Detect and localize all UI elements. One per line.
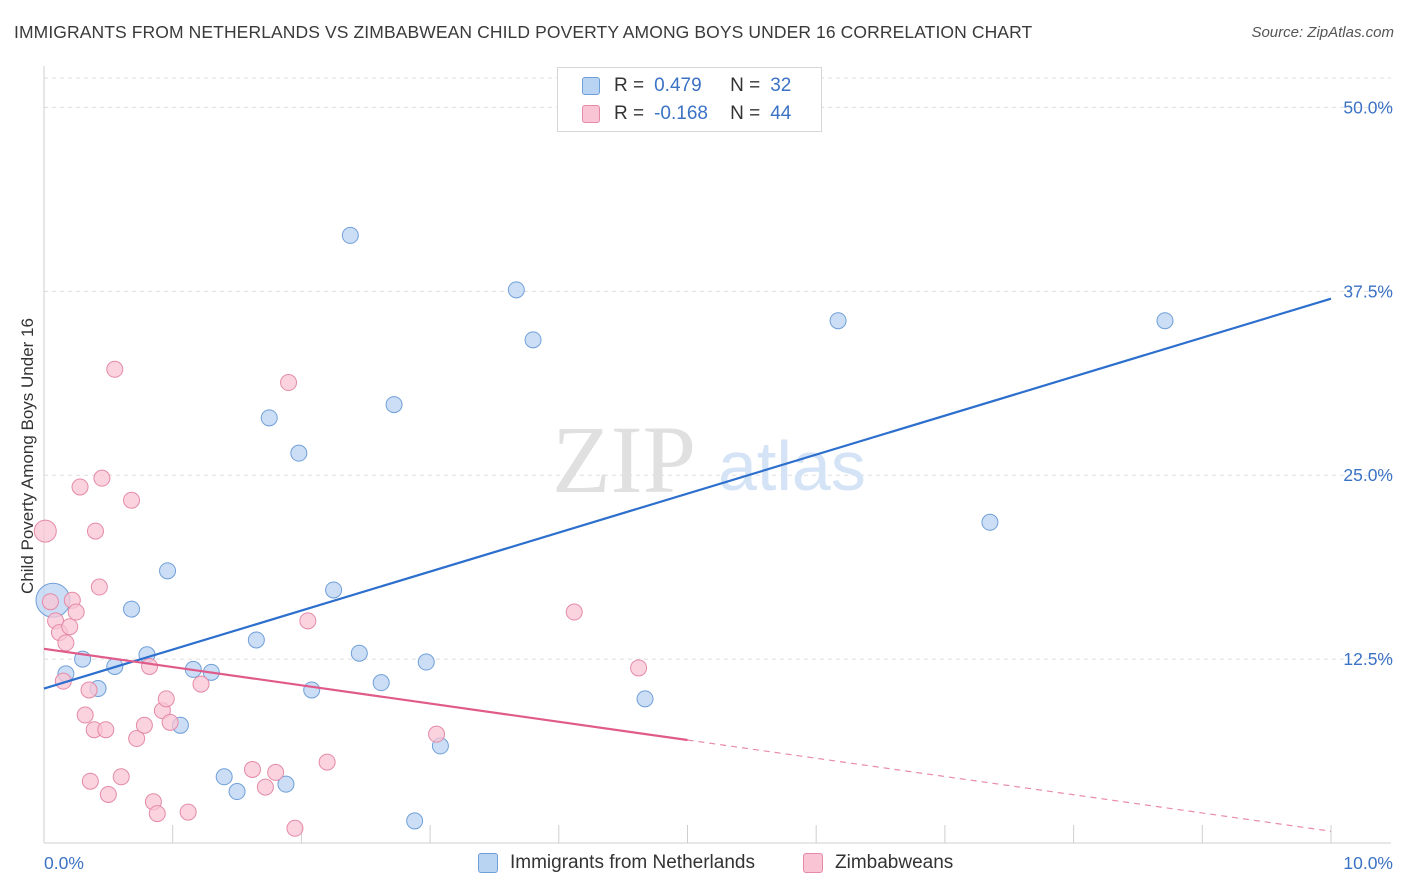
watermark-zip: ZIP (552, 406, 696, 513)
point-zimbabweans (57, 634, 75, 652)
x-tick-label: 10.0% (1343, 853, 1393, 873)
axis-labels: 12.5% 25.0% 37.5% 50.0% 0.0% 10.0% Child Pover… (18, 97, 1393, 873)
point-netherlands (981, 513, 999, 531)
series-label-netherlands: Immigrants from Netherlands (510, 852, 755, 873)
y-tick-label: 37.5% (1343, 281, 1393, 301)
x-tick-label: 0.0% (44, 853, 84, 873)
legend-row-zimbabweans: R = -0.168 N = 44 (582, 102, 791, 126)
point-netherlands (290, 444, 308, 462)
legend-swatch-netherlands (582, 77, 600, 95)
point-netherlands (507, 281, 525, 299)
y-axis-title: Child Poverty Among Boys Under 16 (18, 318, 37, 594)
axes (43, 66, 1391, 844)
point-netherlands (406, 812, 424, 830)
point-zimbabweans (256, 778, 274, 796)
correlation-legend: R = 0.479 N = 32 R = -0.168 N = 44 (557, 67, 822, 132)
point-zimbabweans (243, 760, 261, 778)
point-netherlands (636, 690, 654, 708)
point-zimbabweans (161, 713, 179, 731)
source-credit: Source: ZipAtlas.com (1251, 24, 1394, 41)
point-netherlands (417, 653, 435, 671)
point-netherlands (260, 409, 278, 427)
grid-lines (44, 77, 1391, 660)
y-tick-label: 25.0% (1343, 465, 1393, 485)
series-legend-zimbabweans: Zimbabweans (803, 852, 953, 874)
point-zimbabweans (86, 522, 104, 540)
legend-r-value: 0.479 (654, 75, 702, 96)
point-netherlands (247, 631, 265, 649)
point-netherlands (1156, 312, 1174, 330)
point-netherlands (341, 226, 359, 244)
point-netherlands (215, 768, 233, 786)
point-zimbabweans (41, 593, 59, 611)
y-tick-label: 12.5% (1343, 649, 1393, 669)
point-netherlands (372, 674, 390, 692)
legend-n-label: N = (730, 103, 761, 124)
trend-line-zimbabweans (43, 647, 688, 742)
point-zimbabweans (267, 763, 285, 781)
point-zimbabweans (565, 603, 583, 621)
point-zimbabweans (81, 772, 99, 790)
point-zimbabweans (97, 721, 115, 739)
trend-line-zimbabweans-extension (687, 739, 1332, 832)
series-swatch-netherlands (478, 853, 498, 873)
legend-n-value: 32 (770, 75, 792, 96)
point-zimbabweans (71, 478, 89, 496)
point-zimbabweans (157, 690, 175, 708)
point-zimbabweans (80, 681, 98, 699)
legend-n-value: 44 (770, 103, 792, 124)
legend-row-netherlands: R = 0.479 N = 32 (582, 74, 791, 98)
point-netherlands (303, 681, 321, 699)
legend-r-label: R = (614, 75, 645, 96)
trend-lines (43, 297, 1332, 832)
point-netherlands (159, 562, 177, 580)
point-zimbabweans (128, 730, 146, 748)
series-swatch-zimbabweans (803, 853, 823, 873)
point-zimbabweans (318, 753, 336, 771)
legend-r-value: -0.168 (654, 103, 708, 124)
point-zimbabweans (99, 785, 117, 803)
point-zimbabweans (192, 675, 210, 693)
point-zimbabweans (67, 603, 85, 621)
point-zimbabweans (179, 803, 197, 821)
series-legend: Immigrants from Netherlands Zimbabweans (0, 852, 1406, 878)
point-netherlands (228, 783, 246, 801)
point-zimbabweans (33, 519, 57, 543)
point-zimbabweans (93, 469, 111, 487)
point-netherlands (277, 775, 295, 793)
point-zimbabweans (61, 618, 79, 636)
point-zimbabweans (135, 716, 153, 734)
point-zimbabweans (286, 819, 304, 837)
legend-swatch-zimbabweans (582, 105, 600, 123)
point-zimbabweans (76, 706, 94, 724)
point-zimbabweans (141, 657, 159, 675)
point-zimbabweans (90, 578, 108, 596)
data-points (33, 226, 1174, 837)
point-netherlands (325, 581, 343, 599)
watermark: ZIP atlas (552, 406, 866, 513)
trend-line-netherlands (43, 297, 1332, 690)
legend-r-label: R = (614, 103, 645, 124)
point-netherlands (123, 600, 141, 618)
point-zimbabweans (299, 612, 317, 630)
point-zimbabweans (106, 360, 124, 378)
point-zimbabweans (112, 768, 130, 786)
series-label-zimbabweans: Zimbabweans (835, 852, 954, 873)
point-zimbabweans (428, 725, 446, 743)
point-netherlands (524, 331, 542, 349)
watermark-atlas: atlas (718, 427, 866, 505)
point-zimbabweans (123, 491, 141, 509)
point-netherlands (350, 644, 368, 662)
series-legend-netherlands: Immigrants from Netherlands (478, 852, 755, 874)
point-netherlands (829, 312, 847, 330)
legend-n-label: N = (730, 75, 761, 96)
y-tick-label: 50.0% (1343, 97, 1393, 117)
point-zimbabweans (280, 374, 298, 392)
point-netherlands (385, 396, 403, 414)
point-zimbabweans (630, 659, 648, 677)
point-zimbabweans (148, 805, 166, 823)
chart-title: IMMIGRANTS FROM NETHERLANDS VS ZIMBABWEA… (14, 22, 1033, 42)
